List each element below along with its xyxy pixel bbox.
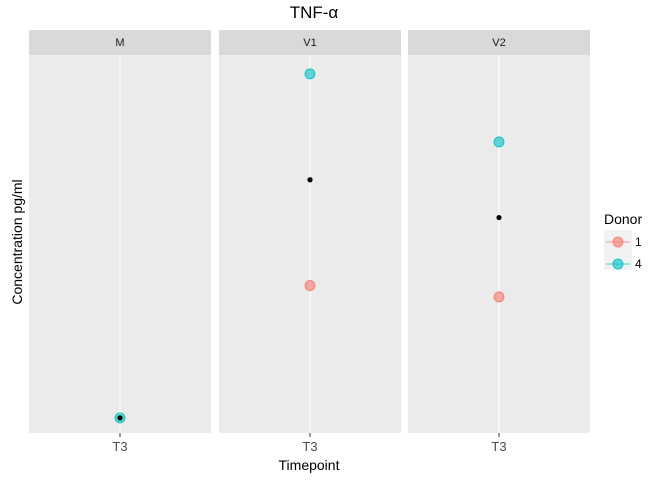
facet-strip-label: V1	[303, 37, 316, 49]
facet-m: M T3	[29, 30, 211, 454]
facet-strip	[219, 30, 401, 55]
x-tick-label: T3	[491, 439, 506, 454]
facet-strip-label: V2	[492, 37, 505, 49]
mean-point	[307, 177, 313, 183]
facet-strip	[408, 30, 590, 55]
mean-point	[117, 415, 123, 421]
chart-title: TNF-α	[289, 3, 339, 22]
legend-title: Donor	[604, 211, 642, 227]
data-point-donor-4	[304, 68, 316, 80]
data-point-donor-1	[493, 291, 505, 303]
x-axis-title: Timepoint	[279, 457, 340, 473]
data-point-donor-4	[493, 136, 505, 148]
facet-strip-label: M	[115, 37, 124, 49]
facet-v2: V2 T3	[408, 30, 590, 454]
y-axis-title: Concentration pg/ml	[9, 179, 25, 304]
facet-v1: V1 T3	[219, 30, 401, 454]
legend-label-donor-1: 1	[635, 235, 642, 249]
legend: Donor 1 4	[604, 211, 642, 271]
x-tick-label: T3	[302, 439, 317, 454]
legend-label-donor-4: 4	[635, 257, 642, 271]
facet-strip	[29, 30, 211, 55]
data-point-donor-1	[304, 280, 316, 291]
x-tick-label: T3	[112, 439, 127, 454]
facet-panels: M T3 V1 T3 V2 T3	[29, 30, 590, 454]
mean-point	[496, 214, 502, 221]
legend-key-point-donor-4	[612, 258, 624, 270]
legend-key-point-donor-1	[612, 236, 624, 248]
